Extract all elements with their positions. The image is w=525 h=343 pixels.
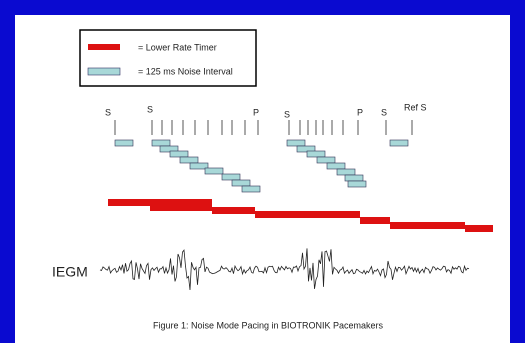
noise-interval: [337, 169, 355, 175]
event-marker: Ref S: [404, 102, 427, 112]
lower-rate-timer: [212, 207, 255, 214]
legend-label: = Lower Rate Timer: [138, 42, 217, 52]
event-marker: S: [381, 107, 387, 117]
noise-interval: [222, 174, 240, 180]
legend-teal-swatch: [88, 68, 120, 75]
legend-label: = 125 ms Noise Interval: [138, 66, 233, 76]
slide: = Lower Rate Timer = 125 ms Noise Interv…: [0, 0, 525, 343]
noise-interval: [307, 151, 325, 157]
event-marker: P: [253, 107, 259, 117]
event-marker: P: [357, 107, 363, 117]
noise-interval: [317, 157, 335, 163]
caption: Figure 1: Noise Mode Pacing in BIOTRONIK…: [153, 320, 384, 330]
noise-interval: [242, 186, 260, 192]
event-marker: S: [284, 109, 290, 119]
noise-interval: [348, 181, 366, 187]
lower-rate-timer: [255, 211, 360, 218]
event-marker: S: [105, 107, 111, 117]
lower-rate-timer: [465, 225, 493, 232]
noise-interval: [115, 140, 133, 146]
noise-interval: [345, 175, 363, 181]
noise-interval: [152, 140, 170, 146]
noise-interval: [327, 163, 345, 169]
noise-interval: [170, 151, 188, 157]
noise-interval: [180, 157, 198, 163]
page: = Lower Rate Timer = 125 ms Noise Interv…: [0, 0, 525, 343]
noise-interval: [390, 140, 408, 146]
legend-red-swatch: [88, 44, 120, 50]
event-marker: S: [147, 104, 153, 114]
lower-rate-timer: [150, 204, 212, 211]
noise-interval: [205, 168, 223, 174]
lower-rate-timer: [390, 222, 465, 229]
waveform-label: IEGM: [52, 264, 88, 280]
noise-interval: [287, 140, 305, 146]
panel: [15, 15, 510, 343]
noise-interval: [232, 180, 250, 186]
lower-rate-timer: [360, 217, 390, 224]
